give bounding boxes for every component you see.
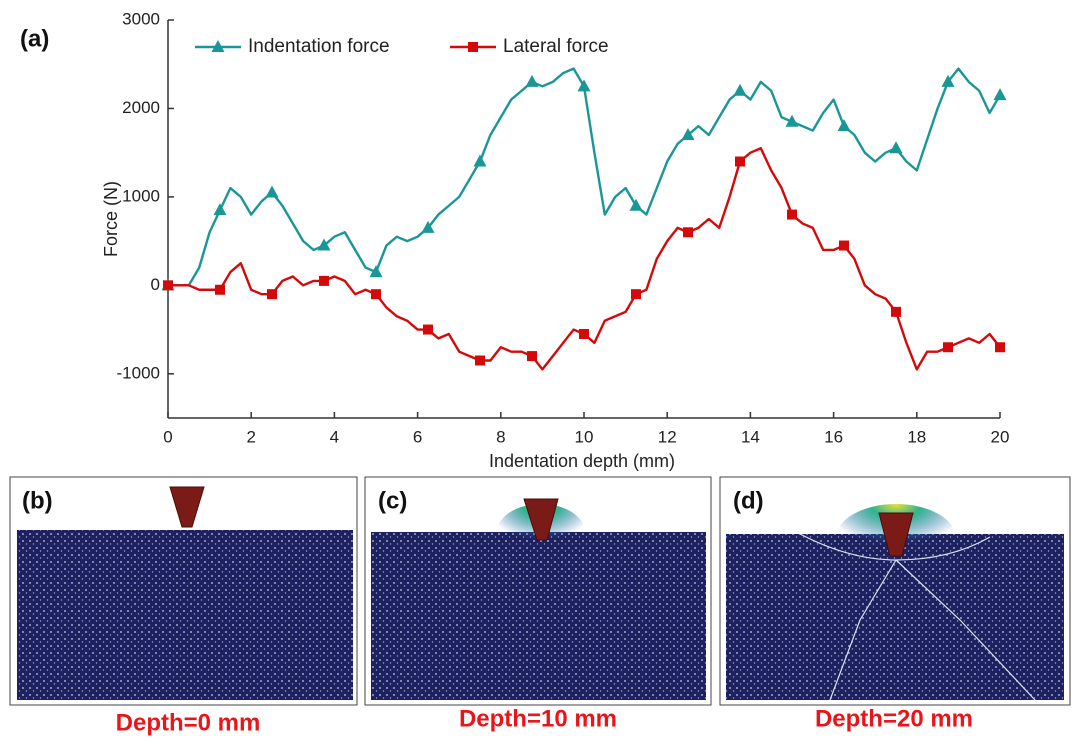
x-tick-label: 16: [824, 427, 843, 446]
marker: [267, 289, 277, 300]
legend-label: Indentation force: [248, 36, 390, 57]
marker: [577, 79, 591, 92]
y-axis-label: Force (N): [101, 181, 121, 257]
y-tick-label: -1000: [117, 363, 160, 382]
marker: [265, 185, 279, 198]
y-tick-label: 3000: [122, 9, 160, 28]
marker: [163, 280, 173, 291]
marker: [631, 289, 641, 300]
x-tick-label: 6: [413, 427, 422, 446]
indenter: [169, 486, 205, 528]
caption: Depth=20 mm: [815, 705, 973, 732]
marker: [215, 284, 225, 295]
x-tick-label: 12: [658, 427, 677, 446]
panel-label: (a): [20, 25, 49, 52]
indenter: [878, 512, 914, 557]
marker: [371, 289, 381, 300]
marker: [317, 238, 331, 251]
marker: [473, 154, 487, 167]
panel-d: (d) Depth=20 mm: [719, 476, 1071, 732]
panel-c: (c) Depth=10 mm: [364, 476, 712, 732]
x-tick-label: 8: [496, 427, 505, 446]
legend-marker: [211, 40, 225, 52]
x-tick-label: 0: [163, 427, 172, 446]
marker: [839, 240, 849, 251]
panel-label: (d): [733, 487, 764, 514]
x-tick-label: 4: [330, 427, 339, 446]
x-tick-label: 14: [741, 427, 760, 446]
legend-marker: [468, 42, 478, 52]
marker: [683, 227, 693, 238]
marker: [837, 119, 851, 132]
legend-label: Lateral force: [503, 36, 609, 57]
marker: [995, 342, 1005, 353]
marker: [993, 88, 1007, 101]
panel-label: (b): [22, 487, 53, 514]
x-tick-label: 10: [575, 427, 594, 446]
marker: [943, 342, 953, 353]
caption: Depth=10 mm: [459, 705, 617, 732]
y-tick-label: 1000: [122, 186, 160, 205]
marker: [629, 198, 643, 211]
marker: [369, 265, 383, 278]
particles: [17, 530, 353, 700]
caption: Depth=0 mm: [116, 709, 261, 736]
marker: [579, 328, 589, 339]
y-tick-label: 2000: [122, 98, 160, 117]
shear-band: [829, 559, 1036, 701]
marker: [787, 209, 797, 220]
marker: [889, 141, 903, 154]
marker: [525, 74, 539, 87]
marker: [423, 324, 433, 335]
x-tick-label: 20: [991, 427, 1010, 446]
indenter: [523, 498, 559, 541]
marker: [319, 275, 329, 286]
x-axis-label: Indentation depth (mm): [489, 451, 675, 471]
marker: [785, 114, 799, 127]
marker: [891, 306, 901, 317]
y-tick-label: 0: [151, 275, 160, 294]
panel-label: (c): [378, 487, 407, 514]
series-line: [168, 67, 1002, 287]
marker: [213, 203, 227, 216]
marker: [733, 83, 747, 96]
marker: [475, 355, 485, 366]
marker: [941, 74, 955, 87]
panel-b: (b) Depth=0 mm: [9, 476, 358, 736]
marker: [735, 156, 745, 167]
x-tick-label: 18: [907, 427, 926, 446]
marker: [527, 351, 537, 362]
x-tick-label: 2: [246, 427, 255, 446]
marker: [681, 127, 695, 140]
marker: [421, 220, 435, 233]
